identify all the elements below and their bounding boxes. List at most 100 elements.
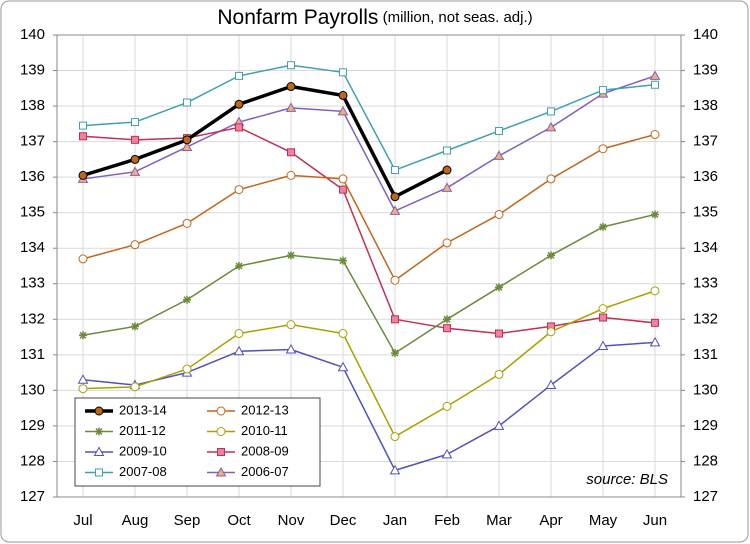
marker (547, 251, 555, 260)
marker (285, 343, 297, 354)
x-tick-label: Jul (73, 512, 92, 529)
marker (215, 466, 227, 477)
marker (494, 209, 504, 219)
marker (599, 222, 607, 231)
subtitle: (million, not seas. adj.) (383, 9, 533, 26)
series-line (82, 64, 656, 171)
marker (339, 256, 347, 265)
y2-tick-label: 129 (693, 417, 718, 434)
marker (338, 329, 348, 339)
marker (286, 320, 296, 330)
marker (599, 86, 607, 95)
y-tick-label: 127 (20, 488, 45, 505)
legend-label: 2011-12 (119, 423, 166, 438)
marker (182, 135, 192, 145)
y2-tick-label: 138 (693, 97, 718, 114)
marker (495, 283, 503, 292)
y-tick-label: 139 (20, 62, 45, 79)
y2-tick-label: 135 (693, 204, 718, 221)
series-line (82, 341, 656, 472)
legend-label: 2007-08 (119, 464, 167, 479)
series-line (82, 126, 656, 335)
marker (285, 102, 297, 112)
annotation: source: BLS (586, 471, 668, 488)
marker (650, 130, 660, 140)
marker (130, 154, 140, 164)
x-tick-label: Dec (330, 512, 357, 529)
marker (495, 126, 503, 135)
legend-label: 2010-11 (241, 423, 288, 438)
marker (651, 80, 659, 89)
marker (234, 185, 244, 195)
marker (391, 315, 399, 324)
marker (234, 99, 244, 109)
marker (443, 324, 451, 333)
series-line (82, 75, 656, 212)
marker (286, 170, 296, 180)
series-line (82, 213, 656, 354)
chart-title: Nonfarm Payrolls (million, not seas. adj… (217, 6, 532, 29)
marker (287, 61, 295, 70)
marker (338, 174, 348, 184)
marker (599, 313, 607, 322)
legend-box (74, 397, 321, 487)
marker (337, 105, 349, 116)
marker (131, 135, 139, 144)
marker (129, 166, 141, 176)
x-tick-label: Nov (278, 512, 305, 529)
y2-tick-label: 132 (693, 310, 718, 327)
x-tick-label: Sep (174, 512, 201, 529)
y2-tick-label: 136 (693, 168, 718, 185)
marker (287, 148, 295, 157)
legend-label: 2013-14 (119, 402, 167, 417)
plot-frame (56, 34, 682, 498)
marker (235, 123, 243, 132)
y-tick-label: 138 (20, 97, 45, 114)
y-tick-label: 135 (20, 204, 45, 221)
marker (131, 322, 139, 331)
y2-tick-label: 131 (693, 346, 718, 363)
legend-label: 2008-09 (241, 443, 289, 458)
marker (287, 251, 295, 260)
marker (77, 374, 89, 384)
marker (181, 141, 193, 151)
marker (390, 192, 400, 202)
x-tick-label: Oct (227, 512, 251, 529)
marker (545, 379, 557, 390)
marker (78, 384, 88, 394)
y2-tick-label: 140 (693, 26, 718, 43)
y-tick-label: 128 (20, 452, 45, 469)
marker (649, 336, 661, 347)
marker (183, 98, 191, 107)
marker (95, 427, 103, 436)
marker (93, 446, 105, 456)
y-tick-label: 134 (20, 239, 45, 256)
marker (79, 331, 87, 340)
marker (493, 150, 505, 160)
marker (441, 448, 453, 459)
marker (338, 90, 348, 100)
marker (216, 427, 226, 436)
marker (545, 121, 557, 132)
marker (651, 210, 659, 219)
x-tick-label: Aug (122, 512, 149, 529)
marker (79, 121, 87, 130)
y-tick-label: 129 (20, 417, 45, 434)
marker (443, 146, 451, 155)
y-tick-label: 130 (20, 381, 45, 398)
marker (597, 340, 609, 350)
x-tick-label: May (589, 512, 618, 529)
x-tick-label: Apr (539, 512, 562, 529)
marker (390, 275, 400, 285)
marker (216, 406, 226, 416)
marker (233, 345, 245, 356)
marker (391, 349, 399, 358)
title: Nonfarm Payrolls (217, 6, 378, 29)
y2-tick-label: 139 (693, 62, 718, 79)
marker (494, 369, 504, 379)
y-tick-label: 133 (20, 275, 45, 292)
marker (442, 238, 452, 248)
marker (650, 286, 660, 296)
marker (546, 174, 556, 184)
